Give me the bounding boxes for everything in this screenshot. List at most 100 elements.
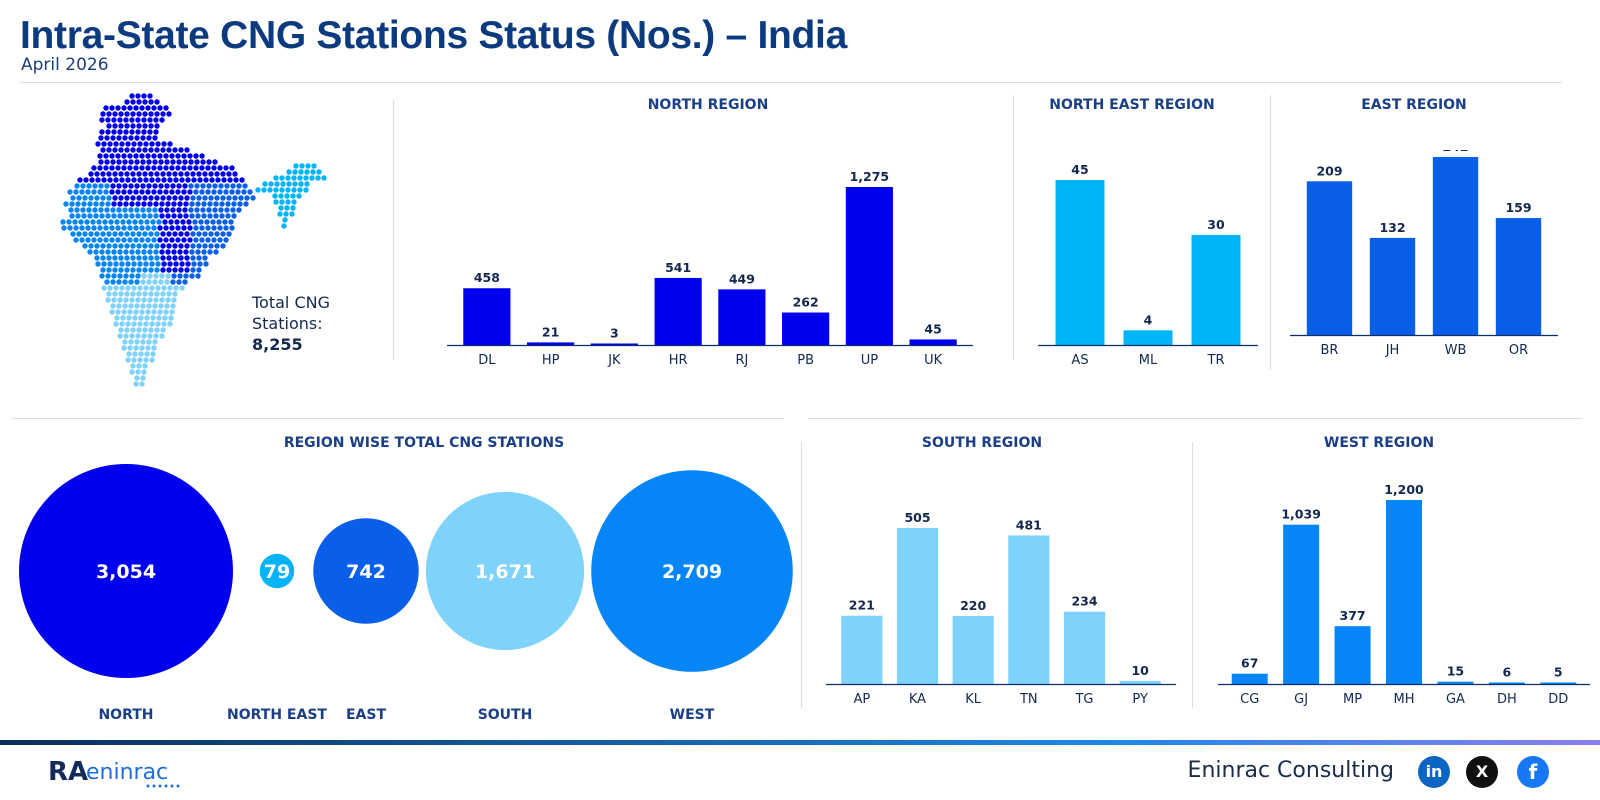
bubble-north bbox=[19, 464, 233, 678]
north-region-title: NORTH REGION bbox=[647, 97, 769, 113]
bar-ka bbox=[896, 528, 939, 684]
bar-mp bbox=[1334, 626, 1371, 684]
header-divider bbox=[20, 82, 1562, 83]
logo-wordmark: eninrac bbox=[86, 760, 168, 785]
data-label: 481 bbox=[1016, 517, 1042, 532]
bar-dd bbox=[1540, 682, 1577, 684]
north-east-region-title: NORTH EAST REGION bbox=[1049, 97, 1215, 113]
footer-accent-bar bbox=[0, 740, 1600, 745]
category-label: DH bbox=[1497, 692, 1517, 707]
divider bbox=[801, 442, 802, 708]
category-label: TR bbox=[1207, 353, 1225, 368]
data-label: 45 bbox=[924, 321, 941, 336]
data-label: 242 bbox=[1442, 150, 1468, 154]
bar-dl bbox=[463, 288, 511, 345]
bar-py bbox=[1119, 680, 1161, 684]
bar-rj bbox=[718, 289, 766, 345]
data-label: 159 bbox=[1505, 200, 1531, 215]
page-subtitle: April 2026 bbox=[21, 55, 109, 75]
data-label: 458 bbox=[474, 270, 500, 285]
india-map bbox=[40, 88, 340, 402]
bubble-category: EAST bbox=[346, 707, 386, 723]
category-label: HR bbox=[669, 353, 688, 368]
linkedin-glyph: in bbox=[1425, 762, 1443, 781]
data-label: 505 bbox=[904, 510, 930, 525]
category-label: JH bbox=[1385, 343, 1400, 358]
category-label: GJ bbox=[1294, 692, 1308, 707]
bar-br bbox=[1306, 181, 1353, 335]
bubble-category: WEST bbox=[670, 707, 715, 723]
category-label: BR bbox=[1321, 343, 1339, 358]
bar-tn bbox=[1008, 535, 1050, 684]
category-label: MH bbox=[1394, 692, 1415, 707]
category-label: UK bbox=[924, 353, 943, 368]
east-region-title: EAST REGION bbox=[1361, 97, 1467, 113]
category-label: JK bbox=[607, 353, 621, 368]
west-region-chart: 67 CG 1,039 GJ 377 MP 1,200 MH 15 GA 6 DH 5 DD bbox=[1218, 482, 1590, 707]
bubble-value: 1,671 bbox=[475, 561, 535, 583]
data-label: 45 bbox=[1071, 162, 1088, 177]
bar-dh bbox=[1488, 682, 1525, 684]
page-title: Intra-State CNG Stations Status (Nos.) –… bbox=[20, 14, 847, 57]
north-region-chart: 458 DL 21 HP 3 JK 541 HR 449 RJ 262 PB 1,275 UP 45 UK bbox=[447, 169, 973, 368]
category-label: DL bbox=[478, 353, 496, 368]
bar-mh bbox=[1386, 500, 1422, 684]
data-label: 3 bbox=[610, 326, 619, 341]
bubble-value: 742 bbox=[346, 561, 386, 583]
bubble-north-east bbox=[259, 553, 295, 589]
category-label: GA bbox=[1446, 692, 1465, 707]
section-divider bbox=[808, 418, 1582, 419]
bar-gj bbox=[1283, 524, 1320, 684]
bubble-east bbox=[313, 518, 419, 624]
category-label: KL bbox=[965, 692, 982, 707]
data-label: 132 bbox=[1379, 220, 1405, 235]
data-label: 262 bbox=[793, 295, 819, 310]
data-label: 67 bbox=[1241, 656, 1258, 671]
category-label: ML bbox=[1139, 353, 1158, 368]
bar-cg bbox=[1231, 673, 1268, 684]
bar-ap bbox=[841, 615, 883, 684]
data-label: 221 bbox=[849, 598, 875, 613]
data-label: 209 bbox=[1316, 163, 1342, 178]
eninrac-logo: RA eninrac bbox=[48, 754, 188, 794]
bar-hr bbox=[654, 277, 702, 345]
category-label: WB bbox=[1445, 343, 1467, 358]
bar-ml bbox=[1123, 330, 1173, 345]
bar-jh bbox=[1369, 237, 1416, 335]
bar-hp bbox=[527, 342, 575, 345]
data-label: 541 bbox=[665, 260, 691, 275]
category-label: CG bbox=[1240, 692, 1259, 707]
category-label: HP bbox=[542, 353, 560, 368]
north-east-region-chart: 45 AS 4 ML 30 TR bbox=[1038, 162, 1258, 368]
category-label: OR bbox=[1509, 343, 1528, 358]
category-label: TG bbox=[1074, 692, 1093, 707]
data-label: 10 bbox=[1131, 663, 1149, 678]
x-icon[interactable]: X bbox=[1466, 756, 1498, 788]
category-label: AP bbox=[853, 692, 870, 707]
data-label: 1,039 bbox=[1281, 507, 1321, 522]
data-label: 5 bbox=[1554, 665, 1563, 680]
divider bbox=[1270, 95, 1271, 370]
bar-tr bbox=[1191, 235, 1241, 345]
category-label: MP bbox=[1343, 692, 1362, 707]
total-stations: Total CNG Stations: 8,255 bbox=[252, 292, 332, 355]
data-label: 377 bbox=[1340, 608, 1366, 623]
data-label: 6 bbox=[1503, 665, 1512, 680]
facebook-glyph: f bbox=[1528, 760, 1538, 784]
bubble-value: 79 bbox=[264, 561, 290, 583]
category-label: PB bbox=[797, 353, 814, 368]
bar-jk bbox=[590, 343, 638, 345]
total-stations-label: Total CNG Stations: bbox=[252, 293, 330, 333]
bar-wb bbox=[1432, 157, 1479, 335]
facebook-icon[interactable]: f bbox=[1517, 756, 1549, 788]
bubble-category: SOUTH bbox=[478, 707, 533, 723]
divider bbox=[1192, 442, 1193, 708]
bubble-value: 2,709 bbox=[662, 561, 722, 583]
region-wise-title: REGION WISE TOTAL CNG STATIONS bbox=[283, 435, 565, 451]
linkedin-icon[interactable]: in bbox=[1418, 756, 1450, 788]
logo-mark: RA bbox=[48, 757, 88, 787]
bar-ga bbox=[1437, 681, 1474, 684]
data-label: 449 bbox=[729, 271, 755, 286]
data-label: 1,275 bbox=[850, 169, 890, 184]
bar-uk bbox=[909, 339, 957, 345]
